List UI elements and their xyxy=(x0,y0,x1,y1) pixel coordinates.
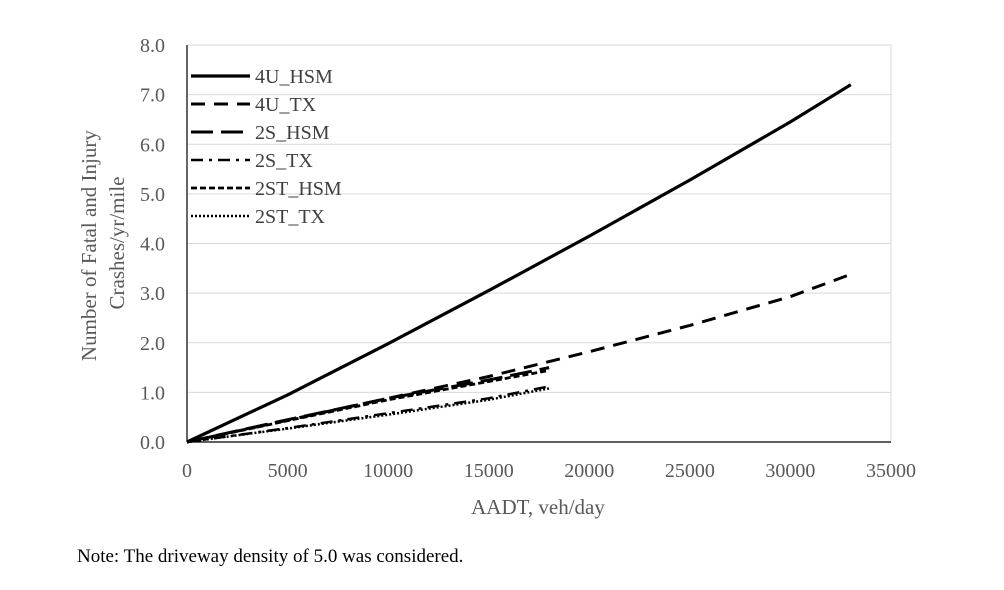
series-line-2st-tx xyxy=(186,387,550,444)
x-tick-label: 10000 xyxy=(363,460,413,482)
y-tick-label: 8.0 xyxy=(140,35,165,57)
series-line-2s-tx xyxy=(186,385,550,444)
x-tick-label: 25000 xyxy=(665,460,715,482)
x-tick-label: 35000 xyxy=(866,460,916,482)
legend-label: 2ST_HSM xyxy=(255,178,342,200)
series-line-4u-hsm xyxy=(186,83,852,444)
legend-label: 2S_TX xyxy=(255,150,313,172)
x-axis-title: AADT, veh/day xyxy=(471,495,605,519)
y-axis-title-line-2: Crashes/yr/mile xyxy=(105,177,129,310)
y-tick-label: 2.0 xyxy=(140,333,165,355)
y-axis-title: Number of Fatal and Injury Crashes/yr/mi… xyxy=(77,125,129,361)
y-tick-label: 1.0 xyxy=(140,382,165,404)
y-axis-title-line-1: Number of Fatal and Injury xyxy=(77,130,101,361)
legend-label: 2ST_TX xyxy=(255,206,326,228)
series-line-2st-hsm xyxy=(186,369,550,444)
x-tick-label: 30000 xyxy=(765,460,815,482)
x-tick-label: 15000 xyxy=(464,460,514,482)
x-tick-label: 5000 xyxy=(268,460,308,482)
chart-note: Note: The driveway density of 5.0 was co… xyxy=(77,546,464,567)
y-tick-label: 7.0 xyxy=(140,85,165,107)
x-tick-label: 20000 xyxy=(564,460,614,482)
axes xyxy=(186,45,892,443)
x-tick-label: 0 xyxy=(182,460,192,482)
series-line-4u-tx xyxy=(186,272,852,444)
gridlines xyxy=(187,44,891,393)
x-tick-labels: 0 5000 10000 15000 20000 25000 30000 35000 xyxy=(182,460,916,482)
legend-label: 4U_TX xyxy=(255,94,317,116)
y-tick-labels: 0.0 1.0 2.0 3.0 4.0 5.0 6.0 7.0 8.0 xyxy=(140,35,165,454)
legend: 4U_HSM 4U_TX 2S_HSM 2S_TX 2ST_HSM 2ST_TX xyxy=(191,66,342,228)
y-tick-label: 5.0 xyxy=(140,184,165,206)
y-tick-label: 6.0 xyxy=(140,134,165,156)
legend-label: 4U_HSM xyxy=(255,66,333,88)
y-tick-label: 3.0 xyxy=(140,283,165,305)
legend-label: 2S_HSM xyxy=(255,122,330,144)
y-tick-label: 0.0 xyxy=(140,432,165,454)
y-tick-label: 4.0 xyxy=(140,234,165,256)
series-lines xyxy=(186,83,852,444)
